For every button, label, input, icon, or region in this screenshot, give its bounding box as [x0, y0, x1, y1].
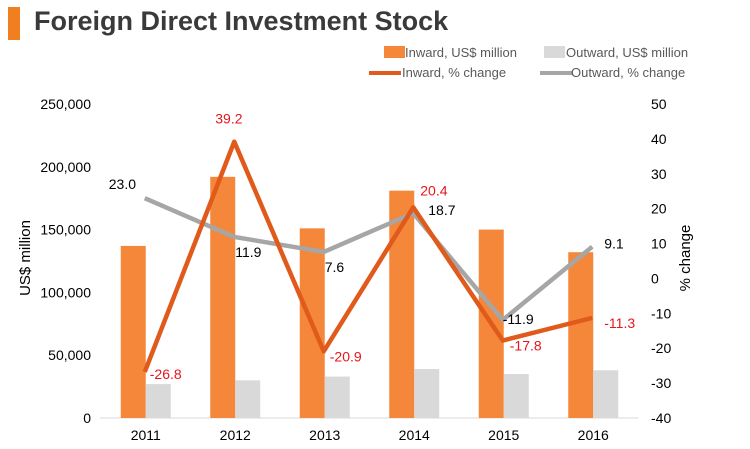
x-tick-label: 2012 — [220, 427, 251, 443]
bar-outward-2014 — [414, 369, 440, 418]
right-axis-title: % change — [677, 225, 694, 292]
legend-swatch-inward-bar — [384, 46, 405, 58]
right-tick-label: -10 — [651, 305, 671, 321]
label-outward-pct-2015: -11.9 — [503, 311, 534, 327]
bar-outward-2013 — [324, 376, 350, 418]
label-outward-pct-2014: 18.7 — [428, 202, 455, 218]
legend-label-inward-bar: Inward, US$ million — [405, 45, 517, 60]
bar-inward-2016 — [568, 252, 594, 418]
label-inward-pct-2015: -17.8 — [510, 338, 542, 354]
line-series — [142, 139, 594, 373]
bar-inward-2011 — [120, 245, 146, 418]
left-tick-label: 50,000 — [48, 347, 91, 363]
bar-outward-2016 — [593, 370, 619, 418]
line-outward-pct-change — [143, 196, 594, 323]
left-tick-label: 0 — [83, 410, 91, 426]
bar-outward-2012 — [235, 380, 261, 418]
legend: Inward, US$ million Outward, US$ million… — [369, 45, 688, 80]
right-tick-label: -20 — [651, 340, 671, 356]
bar-outward-2011 — [145, 384, 171, 418]
title-accent-bar — [8, 7, 20, 40]
legend-swatch-outward-bar — [544, 46, 565, 58]
data-labels: -26.8 39.2 -20.9 20.4 -17.8 -11.3 23.0 11.9 7.6 1… — [109, 111, 636, 382]
label-outward-pct-2012: 11.9 — [235, 244, 261, 260]
right-tick-label: -30 — [651, 375, 671, 391]
label-inward-pct-2014: 20.4 — [420, 182, 447, 198]
x-tick-label: 2016 — [578, 427, 609, 443]
left-axis: 250,000 200,000 150,000 100,000 50,000 0 — [40, 96, 91, 426]
left-tick-label: 250,000 — [40, 96, 91, 112]
legend-label-inward-line: Inward, % change — [402, 65, 506, 80]
right-tick-label: 50 — [651, 96, 667, 112]
right-tick-label: 0 — [651, 270, 659, 286]
x-tick-label: 2011 — [131, 427, 161, 443]
label-inward-pct-2012: 39.2 — [215, 111, 242, 127]
label-outward-pct-2011: 23.0 — [109, 176, 136, 192]
label-outward-pct-2016: 9.1 — [604, 236, 624, 252]
legend-label-outward-line: Outward, % change — [571, 65, 685, 80]
line-inward-pct-change — [142, 139, 593, 373]
right-axis: 50 40 30 20 10 0 -10 -20 -30 -40 — [651, 96, 671, 426]
left-tick-label: 100,000 — [40, 284, 91, 300]
right-tick-label: 30 — [651, 166, 667, 182]
label-inward-pct-2013: -20.9 — [330, 348, 362, 364]
x-tick-label: 2013 — [309, 427, 340, 443]
left-axis-title: US$ million — [17, 220, 34, 296]
x-axis: 2011 2012 2013 2014 2015 2016 — [131, 427, 609, 443]
label-inward-pct-2016: -11.3 — [604, 315, 635, 331]
label-inward-pct-2011: -26.8 — [150, 366, 182, 382]
left-tick-label: 150,000 — [40, 222, 91, 238]
bar-outward-2015 — [503, 374, 529, 418]
x-tick-label: 2014 — [399, 427, 430, 443]
legend-label-outward-bar: Outward, US$ million — [566, 45, 688, 60]
chart-title: Foreign Direct Investment Stock — [34, 6, 449, 36]
left-tick-label: 200,000 — [40, 159, 91, 175]
right-tick-label: -40 — [651, 410, 671, 426]
label-outward-pct-2013: 7.6 — [325, 259, 345, 275]
right-tick-label: 10 — [651, 236, 667, 252]
x-tick-label: 2015 — [488, 427, 519, 443]
right-tick-label: 20 — [651, 201, 667, 217]
bar-inward-2012 — [210, 176, 236, 418]
right-tick-label: 40 — [651, 131, 667, 147]
bar-series — [120, 176, 619, 418]
